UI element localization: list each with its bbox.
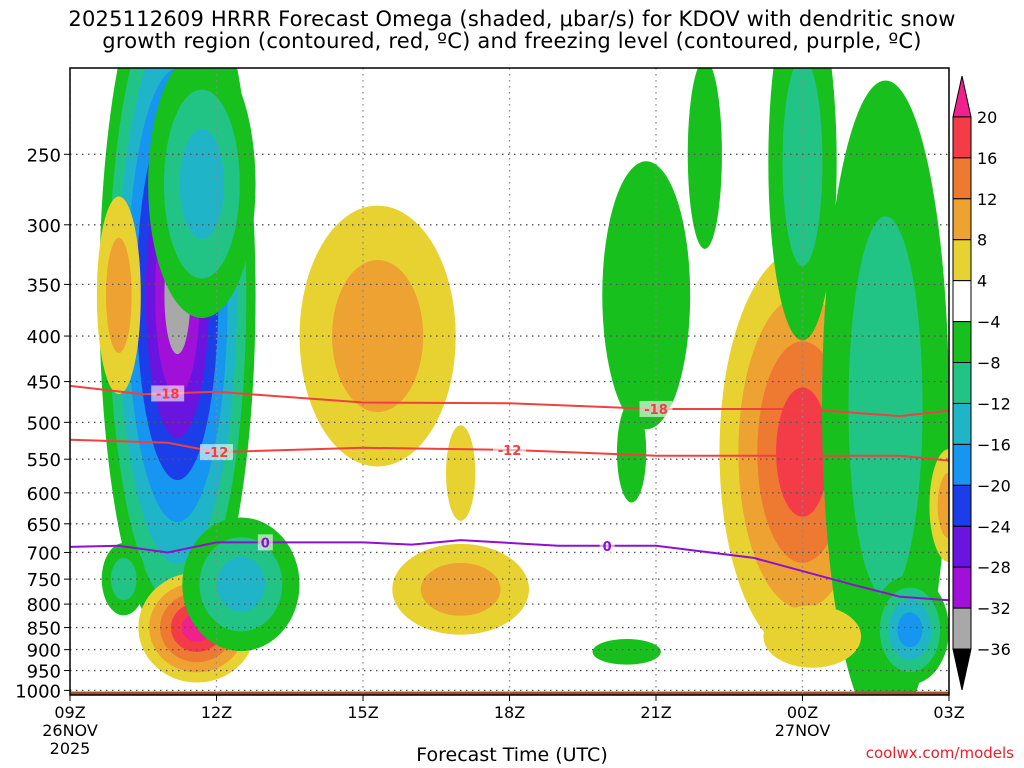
- y-tick-label-500: 500: [27, 413, 61, 434]
- colorbar-bin-7: [952, 362, 972, 404]
- colorbar-bin-10: [952, 484, 972, 527]
- contour-label-dgz-top: -18: [644, 403, 668, 418]
- omega-region-17-level-0: [763, 605, 862, 668]
- y-tick-label-800: 800: [27, 595, 61, 616]
- colorbar-label-2: 12: [977, 190, 997, 209]
- omega-region-6-level-1: [332, 259, 424, 413]
- chart-title-line1: 2025112609 HRRR Forecast Omega (shaded, …: [68, 7, 956, 31]
- x-tick-sublabel-27NOV: 27NOV: [775, 721, 831, 740]
- colorbar-label-0: 20: [977, 108, 997, 127]
- x-tick-label-12Z: 12Z: [201, 703, 232, 722]
- x-tick-label-18Z: 18Z: [494, 703, 525, 722]
- contour-label-bg-dgz-bottom: [493, 441, 526, 458]
- colorbar-label-11: −28: [977, 558, 1011, 577]
- omega-region-16-level-3: [897, 612, 923, 648]
- x-tick-sublabel-26NOV: 26NOV: [42, 721, 98, 740]
- colorbar-bin-5: [952, 280, 972, 323]
- omega-region-15-level-1: [848, 216, 923, 597]
- y-tick-label-750: 750: [27, 570, 61, 591]
- colorbar-label-8: −16: [977, 435, 1011, 454]
- credit-link[interactable]: coolwx.com/models: [865, 744, 1014, 762]
- colorbar-label-1: 16: [977, 149, 997, 168]
- contour-label-dgz-top: -18: [156, 387, 180, 402]
- colorbar-bin-11: [952, 525, 972, 568]
- x-axis-label: Forecast Time (UTC): [416, 744, 608, 766]
- y-tick-label-350: 350: [27, 275, 61, 296]
- colorbar-bin-12: [952, 566, 972, 609]
- omega-region-11-level-0: [592, 638, 661, 665]
- colorbar-bin-6: [952, 321, 972, 364]
- y-tick-label-600: 600: [27, 484, 61, 505]
- colorbar-label-4: 4: [977, 272, 987, 291]
- y-tick-label-1000: 1000: [15, 681, 61, 702]
- colorbar-label-10: −24: [977, 517, 1011, 536]
- contour-label-bg-freezing-level: [257, 534, 273, 551]
- x-tick-label-03Z: 03Z: [933, 703, 964, 722]
- y-tick-label-400: 400: [27, 327, 61, 348]
- colorbar-bin-13: [952, 607, 972, 650]
- omega-region-14-level-1: [782, 68, 823, 267]
- contour-label-bg-dgz-top: [151, 385, 185, 402]
- y-tick-label-950: 950: [27, 662, 61, 683]
- y-tick-label-900: 900: [27, 641, 61, 662]
- colorbar-label-12: −32: [977, 599, 1011, 618]
- omega-region-1-level-2: [179, 128, 224, 240]
- contour-label-bg-dgz-bottom: [200, 444, 233, 461]
- colorbar-label-7: −12: [977, 394, 1011, 413]
- y-tick-label-850: 850: [27, 619, 61, 640]
- y-tick-label-300: 300: [27, 216, 61, 237]
- y-tick-label-700: 700: [27, 543, 61, 564]
- colorbar-bin-4: [952, 239, 972, 282]
- colorbar-label-6: −8: [977, 354, 1001, 373]
- contour-label-freezing-level: 0: [603, 540, 612, 555]
- x-tick-label-09Z: 09Z: [54, 703, 85, 722]
- omega-region-5-level-1: [110, 558, 137, 601]
- y-tick-label-650: 650: [27, 515, 61, 536]
- colorbar-label-9: −20: [977, 476, 1011, 495]
- x-tick-label-00Z: 00Z: [787, 703, 818, 722]
- contour-label-freezing-level: 0: [261, 536, 270, 551]
- contour-label-bg-freezing-level: [599, 537, 615, 554]
- x-tick-sublabel-2025: 2025: [50, 739, 91, 758]
- omega-region-7-level-1: [420, 562, 501, 616]
- colorbar-bin-2: [952, 157, 972, 200]
- contour-label-bg-dgz-top: [639, 400, 673, 417]
- contour-label-dgz-bottom: -12: [205, 446, 229, 461]
- x-tick-label-21Z: 21Z: [640, 703, 671, 722]
- chart-title-line2: growth region (contoured, red, ºC) and f…: [102, 29, 922, 53]
- x-tick-label-15Z: 15Z: [347, 703, 378, 722]
- y-tick-label-450: 450: [27, 373, 61, 394]
- y-tick-label-250: 250: [27, 145, 61, 166]
- y-tick-label-550: 550: [27, 450, 61, 471]
- contour-freezing-level: [70, 539, 949, 602]
- colorbar-bin-9: [952, 443, 972, 486]
- omega-region-18-level-1: [937, 472, 949, 539]
- omega-region-2-level-1: [106, 237, 132, 353]
- contour-label-dgz-bottom: -12: [498, 444, 522, 459]
- omega-region-4-level-2: [216, 556, 266, 612]
- colorbar-label-13: −36: [977, 640, 1011, 659]
- colorbar-label-3: 8: [977, 231, 987, 250]
- omega-region-9-level-0: [602, 161, 691, 430]
- omega-region-10-level-0: [616, 401, 647, 503]
- colorbar-label-5: −4: [977, 313, 1001, 332]
- plot-area: -18 -18 -12 -12 0 0: [70, 68, 949, 695]
- omega-region-12-level-0: [687, 68, 722, 249]
- colorbar-bin-1: [952, 116, 972, 159]
- colorbar-bin-14: [952, 648, 972, 691]
- colorbar-bin-8: [952, 402, 972, 445]
- chart-title: 2025112609 HRRR Forecast Omega (shaded, …: [0, 8, 1024, 52]
- colorbar-bin-0: [952, 75, 972, 118]
- colorbar-bin-3: [952, 198, 972, 241]
- omega-region-8-level-0: [446, 425, 476, 521]
